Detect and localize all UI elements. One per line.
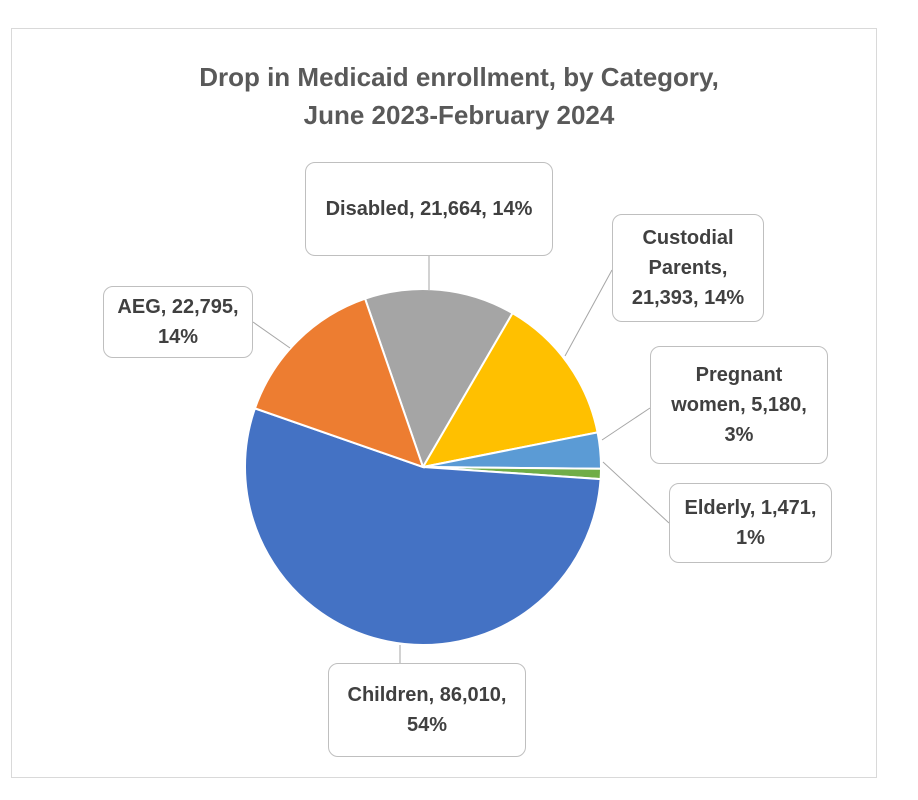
data-label-disabled: Disabled, 21,664, 14% — [305, 162, 553, 256]
pie-slice-aeg — [253, 297, 425, 469]
pie-slice-children — [244, 407, 602, 646]
data-label-custodial-parents: Custodial Parents, 21,393, 14% — [612, 214, 764, 322]
chart-title-line-1: Drop in Medicaid enrollment, by Category… — [199, 62, 719, 92]
leader-line-custodial-parents — [564, 269, 613, 357]
leader-line-aeg — [252, 321, 291, 349]
data-label-children: Children, 86,010, 54% — [328, 663, 526, 757]
pie-slice-custodial-parents — [421, 311, 599, 469]
data-label-elderly: Elderly, 1,471, 1% — [669, 483, 832, 563]
leader-line-elderly — [602, 461, 670, 524]
leader-lines — [252, 256, 670, 663]
pie-slice-disabled — [363, 288, 514, 470]
data-label-pregnant-women: Pregnant women, 5,180, 3% — [650, 346, 828, 464]
data-label-aeg: AEG, 22,795, 14% — [103, 286, 253, 358]
leader-line-pregnant-women — [601, 407, 651, 441]
chart-title: Drop in Medicaid enrollment, by Category… — [0, 58, 918, 134]
chart-title-line-2: June 2023-February 2024 — [303, 100, 615, 130]
pie-slices — [244, 288, 602, 646]
